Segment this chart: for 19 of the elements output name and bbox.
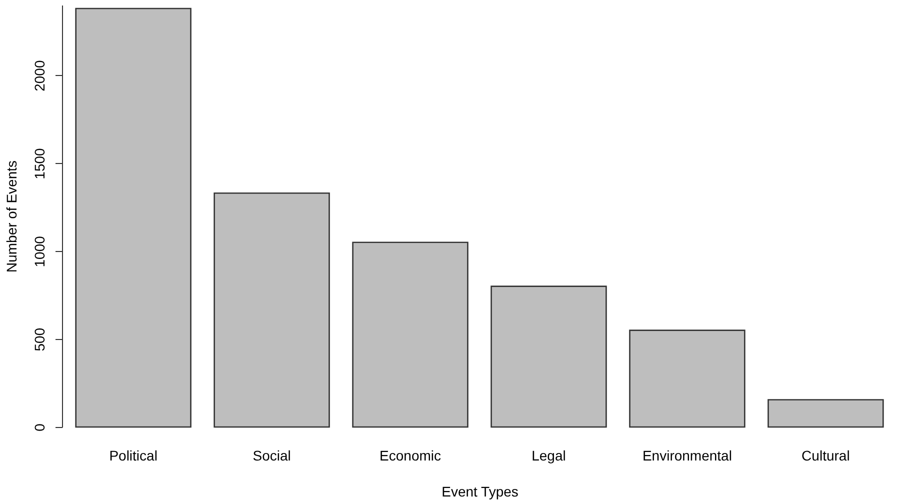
y-axis-title: Number of Events [4, 160, 20, 273]
bar [75, 8, 192, 428]
x-tick-label: Environmental [642, 448, 732, 464]
bar [352, 242, 468, 428]
y-tick-label: 2000 [32, 60, 48, 92]
x-axis-title: Event Types [442, 484, 518, 500]
bar [768, 399, 884, 428]
x-tick-label: Cultural [802, 448, 850, 464]
x-tick-label: Political [109, 448, 158, 464]
y-tick-label: 0 [32, 423, 48, 432]
x-tick-label: Economic [380, 448, 441, 464]
x-tick-label: Legal [532, 448, 566, 464]
y-tick-label: 500 [32, 328, 48, 352]
bar [490, 286, 607, 428]
bar [629, 330, 746, 428]
y-tick-label: 1000 [32, 236, 48, 268]
x-tick-label: Social [252, 448, 291, 464]
y-tick-label: 1500 [32, 148, 48, 180]
bar [214, 192, 330, 428]
